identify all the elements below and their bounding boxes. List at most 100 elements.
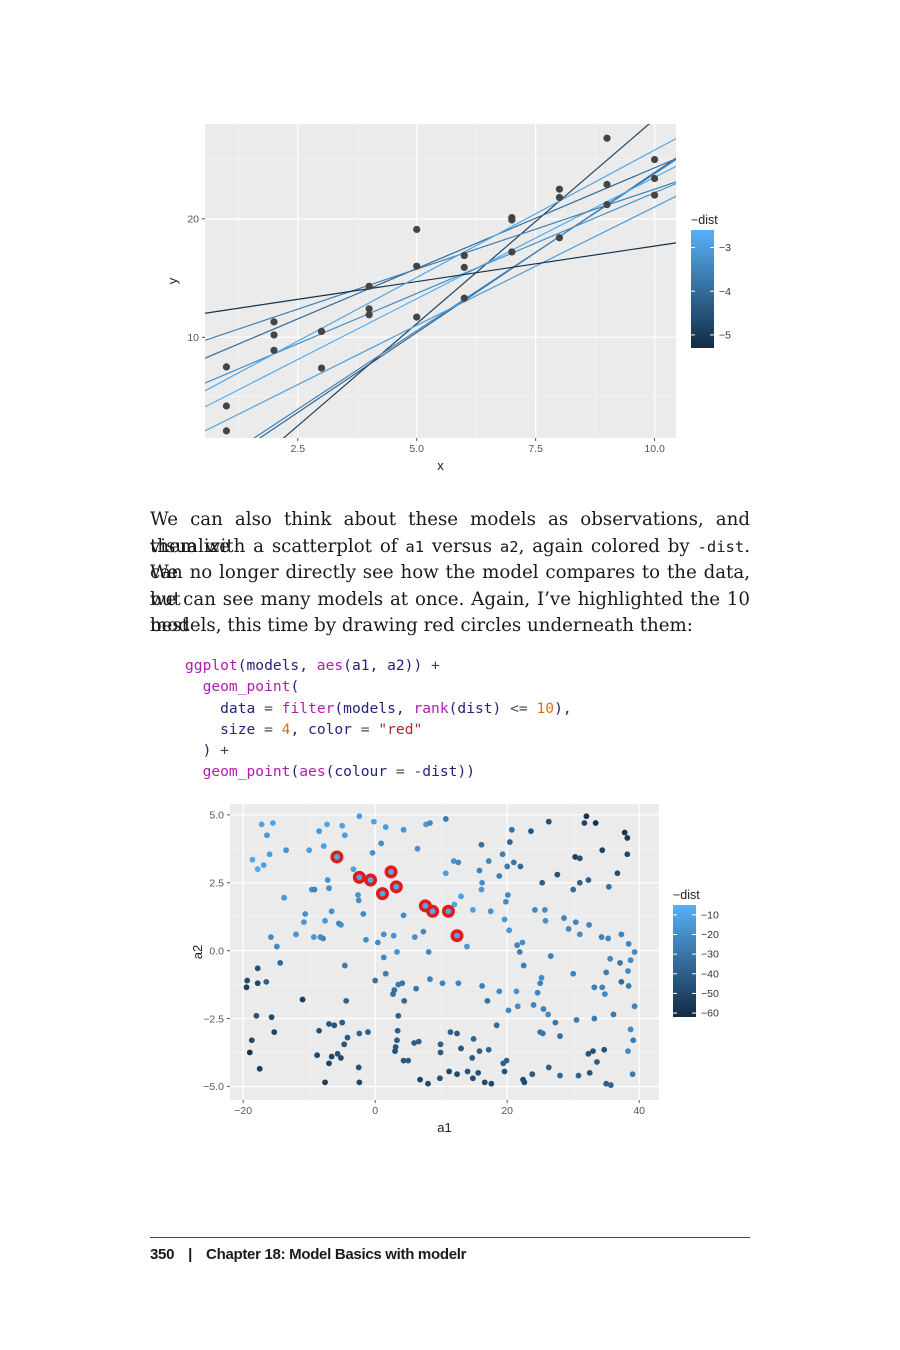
chart1-data-point (413, 313, 421, 321)
chart2-model-point (258, 821, 265, 828)
chart2-model-point (581, 820, 588, 826)
chart2-model-point (517, 863, 524, 870)
chart1-data-point (555, 185, 564, 193)
chart2-model-point (281, 894, 288, 901)
page-number: 350 (150, 1246, 175, 1263)
chart2-tick-label-x: 0 (372, 1105, 378, 1117)
chart2-model-point (500, 1060, 507, 1067)
chart1-tick-label-x: 7.5 (528, 443, 543, 455)
chart2-model-point (413, 985, 420, 992)
chart2-model-point (322, 1079, 328, 1086)
chart2-model-point (514, 942, 520, 949)
chart2-model-point (254, 965, 261, 972)
code-line: geom_point( (185, 676, 572, 697)
code-token: dist)) (422, 763, 476, 781)
chart2-model-point (488, 1080, 495, 1087)
chart2-model-point (343, 997, 350, 1004)
chart2-model-point (618, 978, 625, 985)
chart1-tick-label-y: 10 (187, 332, 199, 344)
code-line: ) + (185, 740, 572, 761)
chart2-tick-label-y: 0.0 (209, 945, 224, 957)
chart2-model-point (599, 984, 606, 991)
chart2-model-point (380, 954, 387, 961)
chart2-model-point (446, 1068, 453, 1075)
chart2-model-point (594, 1059, 600, 1065)
code-token: = (360, 720, 370, 738)
chart2-model-point (425, 949, 432, 955)
chart2-model-point (311, 886, 318, 893)
paragraph-text: can no longer directly see how the model… (150, 562, 750, 610)
chart2-model-point (316, 1027, 322, 1034)
code-token: ) (185, 742, 221, 760)
chart2-model-point (326, 1060, 332, 1067)
chart2-model-point (601, 1046, 608, 1053)
chart2-model-point (605, 883, 612, 890)
chart2-model-point (554, 871, 561, 878)
chart2-model-point (360, 911, 367, 917)
chart1-model-line (205, 158, 676, 359)
chart2-model-point (469, 907, 476, 913)
chart2-model-point (601, 991, 608, 997)
page-footer: 350 | Chapter 18: Model Basics with modelr (150, 1246, 466, 1263)
chart2-model-point (528, 828, 534, 835)
paragraph-line: can no longer directly see how the model… (150, 560, 750, 610)
chart2-model-point (631, 1003, 638, 1010)
chart2-model-point (545, 1011, 552, 1018)
code-token (185, 678, 203, 695)
chart2-model-point (538, 974, 545, 981)
paragraph-text: . We (150, 535, 751, 584)
chart2-model-point (506, 839, 513, 845)
body-paragraph: We can also think about these models as … (150, 507, 750, 640)
chart2-model-point (570, 886, 577, 893)
chart2-model-point (557, 1072, 563, 1079)
chart2-model-point (299, 996, 306, 1003)
chart2-model-point (521, 1079, 528, 1086)
chart2-model-point (365, 1029, 371, 1036)
chart1-model-line (205, 165, 676, 408)
chart2-model-point (624, 851, 631, 858)
chart2-model-point (455, 980, 462, 987)
chart1-model-line (205, 195, 676, 432)
chart2-model-point (583, 813, 590, 820)
chart2-model-point (268, 934, 274, 940)
chart2-model-point (529, 1071, 536, 1078)
chart2-model-point (510, 859, 517, 866)
chart1-data-point (650, 191, 659, 199)
chart2-model-point (400, 826, 407, 833)
chart2-model-point (445, 908, 452, 915)
chart2-model-point (293, 931, 299, 938)
chart2-model-point (570, 970, 577, 977)
code-token: + (431, 657, 440, 674)
code-token: geom_point (202, 678, 291, 696)
chart1-model-lines (205, 124, 676, 438)
chart2-model-point (476, 1048, 483, 1055)
chart1-legend-tick-label: −4 (719, 286, 731, 298)
chart2-model-point (339, 1019, 346, 1026)
chart2-model-point (334, 854, 340, 860)
chart2-model-point (263, 978, 270, 985)
chart2-model-point (334, 1050, 341, 1057)
chart2-model-point (624, 835, 631, 841)
chart2-model-point (625, 968, 631, 974)
chart2-model-point (270, 820, 276, 826)
paragraph-line: models, this time by drawing red circles… (150, 613, 750, 640)
chart2-model-point (356, 813, 363, 820)
chart1-data-point (270, 346, 278, 354)
chart2-model-point (277, 959, 284, 966)
chart1-tick-label-x: 10.0 (644, 443, 665, 455)
code-line: data = filter(models, rank(dist) <= 10), (185, 698, 572, 719)
chart2-model-point (391, 987, 398, 993)
chart2-model-point (603, 969, 610, 976)
chart2-model-point (320, 843, 327, 849)
paragraph-text: them with a scatterplot of (150, 535, 406, 557)
chart2-model-point (625, 983, 632, 989)
chart2-model-point (501, 916, 508, 923)
chart2-model-point (367, 877, 374, 883)
chart2-model-point (442, 870, 449, 877)
chart2-model-point (585, 1050, 592, 1057)
chart2-model-point (244, 977, 251, 984)
paragraph-text: models, this time by drawing red circles… (150, 615, 693, 637)
chart2-model-point (573, 1016, 580, 1023)
chart2-model-point (458, 1045, 464, 1052)
chart2-model-point (253, 1012, 260, 1019)
